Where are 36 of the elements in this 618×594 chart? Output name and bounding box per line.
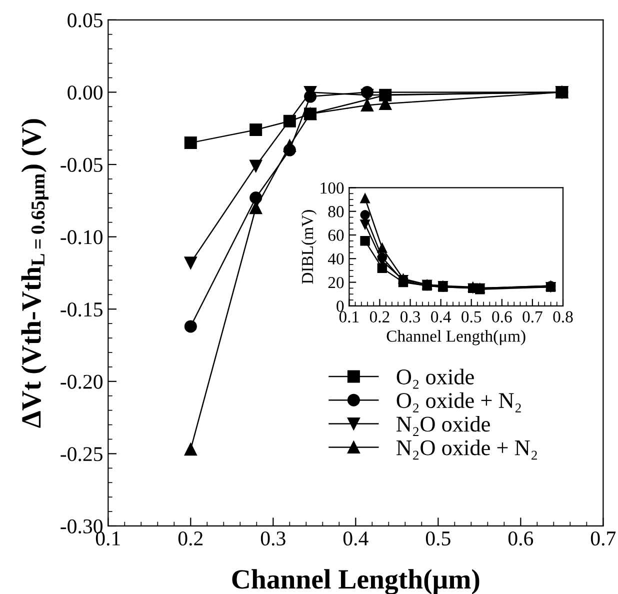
x-tick-label: 0.4 xyxy=(431,311,451,323)
x-tick-label: 0.3 xyxy=(260,531,286,546)
x-tick-label: 0.1 xyxy=(96,531,120,546)
legend-label: O₂ oxide + N₂ xyxy=(396,392,521,412)
y-tick-label: -0.20 xyxy=(60,374,102,389)
y-tick-label: -0.10 xyxy=(60,230,102,244)
legend-label: N₂O oxide + N₂ xyxy=(396,440,537,460)
x-tick-label: 0.7 xyxy=(522,311,542,323)
y-tick-label: 0.05 xyxy=(68,13,102,28)
y-tick-label: -0.30 xyxy=(60,519,102,534)
y-axis-title: DIBL(mV) xyxy=(301,210,317,284)
x-tick-label: 0.3 xyxy=(400,311,420,323)
x-tick-label: 0.8 xyxy=(553,311,573,323)
x-axis-title: Channel Length(μm) xyxy=(386,330,526,346)
y-tick-label: 0 xyxy=(336,300,344,312)
y-tick-label: -0.25 xyxy=(60,447,102,462)
y-tick-label: -0.15 xyxy=(60,302,102,317)
legend-label: N₂O oxide xyxy=(396,416,490,436)
y-tick-label: -0.05 xyxy=(60,158,102,172)
x-tick-label: 0.2 xyxy=(370,311,390,323)
y-tick-label: 20 xyxy=(328,276,344,288)
legend-label: O₂ oxide xyxy=(396,368,474,389)
y-tick-label: 60 xyxy=(328,230,344,241)
x-tick-label: 0.7 xyxy=(590,531,616,546)
x-tick-label: 0.4 xyxy=(343,531,368,546)
x-tick-label: 0.5 xyxy=(426,531,450,546)
y-tick-label: 0.00 xyxy=(68,86,102,100)
y-axis-title: ΔVt (Vth-Vth$_{L=0.65μm}$) (V) xyxy=(21,119,49,428)
x-tick-label: 0.2 xyxy=(178,531,203,546)
x-tick-label: 0.6 xyxy=(508,531,534,546)
y-tick-label: 80 xyxy=(328,206,344,218)
y-tick-label: 100 xyxy=(320,182,344,194)
y-tick-label: 40 xyxy=(328,253,344,265)
x-tick-label: 0.6 xyxy=(492,311,512,323)
x-tick-label: 0.5 xyxy=(462,311,482,323)
x-tick-label: 0.1 xyxy=(339,311,359,323)
